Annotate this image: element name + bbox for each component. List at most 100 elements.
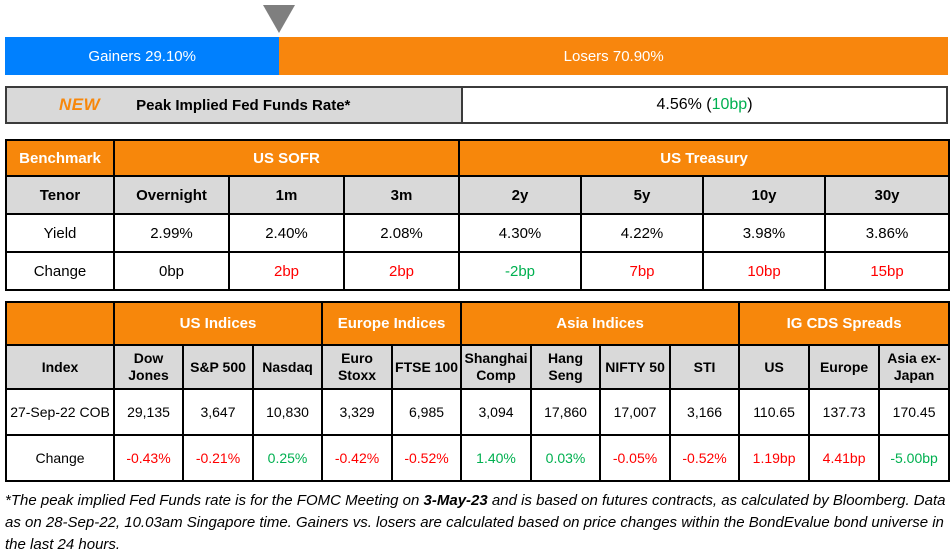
index-name-cell: STI: [669, 344, 741, 390]
change-row-label: Change: [5, 251, 115, 291]
index-name-cell: Shanghai Comp: [460, 344, 533, 390]
index-name-cell: US: [738, 344, 811, 390]
cob-row: 27-Sep-22 COB 29,135 3,647 10,830 3,329 …: [5, 388, 951, 436]
gainers-label: Gainers 29.10%: [88, 47, 196, 65]
footnote: *The peak implied Fed Funds rate is for …: [5, 490, 950, 556]
index-name-cell: Europe: [808, 344, 881, 390]
gainers-losers-bar: Gainers 29.10% Losers 70.90%: [5, 37, 948, 75]
yield-cell: 4.22%: [580, 213, 704, 253]
change-cell: 1.40%: [460, 434, 533, 482]
yield-cell: 3.98%: [702, 213, 826, 253]
change-row-label: Change: [5, 434, 115, 482]
yield-cell: 2.99%: [113, 213, 230, 253]
us-indices-group-header: US Indices: [112, 301, 324, 346]
gauge-pointer-icon: [263, 5, 296, 33]
peak-rate-change: 10bp: [711, 96, 748, 113]
cob-cell: 170.45: [878, 388, 951, 436]
indices-group-header-row: US Indices Europe Indices Asia Indices I…: [5, 301, 951, 346]
yield-cell: 2.08%: [343, 213, 460, 253]
tenor-cell: 10y: [702, 175, 826, 215]
index-name-cell: NIFTY 50: [599, 344, 672, 390]
benchmark-corner-header: Benchmark: [5, 139, 115, 177]
losers-label: Losers 70.90%: [563, 47, 664, 65]
cob-row-label: 27-Sep-22 COB: [5, 388, 115, 436]
tenor-cell: 1m: [228, 175, 345, 215]
index-name-cell: Nasdaq: [251, 344, 324, 390]
cob-cell: 3,166: [669, 388, 741, 436]
peak-rate-value-cell: 4.56% (10bp): [463, 88, 946, 122]
yield-cell: 2.40%: [228, 213, 345, 253]
losers-segment: Losers 70.90%: [279, 37, 948, 75]
change-cell: 0.03%: [530, 434, 602, 482]
change-cell: -5.00bp: [878, 434, 951, 482]
change-cell: 4.41bp: [808, 434, 881, 482]
index-name-cell: Euro Stoxx: [321, 344, 394, 390]
index-name-cell: FTSE 100: [391, 344, 463, 390]
change-cell: -0.43%: [113, 434, 184, 482]
cob-cell: 3,647: [182, 388, 254, 436]
index-name-cell: Asia ex-Japan: [878, 344, 951, 390]
tenor-cell: Overnight: [113, 175, 230, 215]
tenor-row-label: Tenor: [5, 175, 115, 215]
change-cell: 2bp: [343, 251, 460, 291]
yield-cell: 3.86%: [823, 213, 951, 253]
change-cell: 0bp: [113, 251, 230, 291]
cob-cell: 29,135: [113, 388, 184, 436]
cob-cell: 6,985: [391, 388, 463, 436]
change-cell: -0.52%: [391, 434, 463, 482]
change-cell: 2bp: [228, 251, 345, 291]
benchmark-group-header-row: Benchmark US SOFR US Treasury: [5, 139, 951, 177]
indices-corner-cell: [5, 301, 115, 346]
cob-cell: 17,007: [599, 388, 672, 436]
indices-table: US Indices Europe Indices Asia Indices I…: [5, 301, 951, 482]
market-summary-page: Gainers 29.10% Losers 70.90% NEW Peak Im…: [5, 0, 951, 556]
peak-rate-close-paren: ): [747, 96, 753, 113]
europe-indices-group-header: Europe Indices: [321, 301, 463, 346]
peak-rate-label: Peak Implied Fed Funds Rate*: [136, 96, 351, 114]
tenor-header-row: Tenor Overnight 1m 3m 2y 5y 10y 30y: [5, 175, 951, 215]
peak-fed-funds-row: NEW Peak Implied Fed Funds Rate* 4.56% (…: [5, 86, 948, 124]
gainers-segment: Gainers 29.10%: [5, 37, 280, 75]
index-header-row: Index Dow Jones S&P 500 Nasdaq Euro Stox…: [5, 344, 951, 390]
change-cell: 0.25%: [251, 434, 324, 482]
change-cell: -0.52%: [669, 434, 741, 482]
indices-change-row: Change -0.43% -0.21% 0.25% -0.42% -0.52%…: [5, 434, 951, 482]
cob-cell: 110.65: [738, 388, 811, 436]
change-cell: 10bp: [702, 251, 826, 291]
index-name-cell: S&P 500: [182, 344, 254, 390]
change-cell: 15bp: [823, 251, 951, 291]
footnote-part2: and is based on futures contracts, as ca…: [5, 492, 946, 553]
peak-rate-value: 4.56% (: [656, 96, 712, 113]
tenor-cell: 30y: [823, 175, 951, 215]
cob-cell: 10,830: [251, 388, 324, 436]
ig-cds-group-header: IG CDS Spreads: [738, 301, 951, 346]
yield-cell: 4.30%: [458, 213, 582, 253]
tenor-cell: 5y: [580, 175, 704, 215]
yield-row: Yield 2.99% 2.40% 2.08% 4.30% 4.22% 3.98…: [5, 213, 951, 253]
asia-indices-group-header: Asia Indices: [460, 301, 741, 346]
change-cell: 1.19bp: [738, 434, 811, 482]
cob-cell: 137.73: [808, 388, 881, 436]
footnote-part1: *The peak implied Fed Funds rate is for …: [5, 492, 424, 509]
change-cell: 7bp: [580, 251, 704, 291]
us-treasury-group-header: US Treasury: [457, 139, 951, 177]
yield-row-label: Yield: [5, 213, 115, 253]
new-badge: NEW: [59, 95, 101, 114]
tenor-cell: 3m: [343, 175, 460, 215]
tenor-cell: 2y: [458, 175, 582, 215]
gauge-pointer-band: [5, 0, 948, 37]
peak-rate-header-cell: NEW Peak Implied Fed Funds Rate*: [7, 88, 463, 122]
cob-cell: 3,094: [460, 388, 533, 436]
footnote-bold-date: 3-May-23: [423, 492, 488, 509]
change-cell: -2bp: [458, 251, 582, 291]
index-name-cell: Hang Seng: [530, 344, 602, 390]
index-row-label: Index: [5, 344, 115, 390]
change-cell: -0.05%: [599, 434, 672, 482]
index-name-cell: Dow Jones: [113, 344, 184, 390]
us-sofr-group-header: US SOFR: [113, 139, 460, 177]
cob-cell: 17,860: [530, 388, 602, 436]
change-cell: -0.42%: [321, 434, 394, 482]
benchmark-change-row: Change 0bp 2bp 2bp -2bp 7bp 10bp 15bp: [5, 251, 951, 291]
cob-cell: 3,329: [321, 388, 394, 436]
change-cell: -0.21%: [182, 434, 254, 482]
